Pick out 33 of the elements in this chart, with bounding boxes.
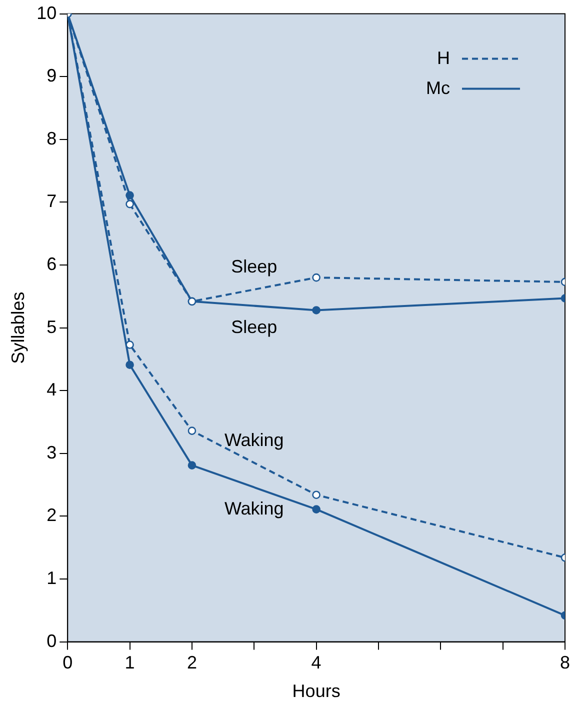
point (312, 306, 320, 314)
y-tick-label: 4 (46, 380, 57, 400)
y-tick-label: 2 (46, 505, 57, 526)
annotation: Waking (224, 498, 284, 518)
point (126, 200, 134, 208)
y-tick-label: 5 (46, 316, 57, 337)
y-tick-label: 7 (46, 191, 57, 212)
x-tick-label: 1 (124, 652, 135, 673)
annotation: Waking (224, 430, 284, 450)
point (312, 505, 320, 514)
y-tick-label: 1 (46, 568, 57, 588)
point (188, 426, 196, 435)
y-tick-label: 3 (46, 442, 57, 462)
y-tick-label: 8 (46, 128, 57, 148)
point (312, 490, 320, 499)
point (126, 360, 134, 369)
point (188, 461, 196, 470)
point (312, 273, 320, 282)
y-tick-label: 10 (36, 2, 57, 23)
x-tick-label: 8 (560, 652, 570, 673)
annotation: Sleep (231, 256, 278, 276)
x-tick-label: 2 (186, 652, 197, 673)
y-axis-title: Syllables (8, 292, 28, 364)
x-tick-label: 4 (311, 652, 322, 673)
y-tick-label: 9 (46, 66, 57, 86)
y-tick-label: 6 (46, 254, 57, 274)
legend-label: Mc (426, 78, 450, 98)
annotation: Sleep (231, 316, 278, 337)
point (126, 340, 134, 349)
y-tick-label: 0 (46, 630, 57, 651)
legend-label: H (437, 48, 450, 68)
x-axis-title: Hours (292, 681, 340, 702)
x-tick-label: 0 (62, 652, 73, 673)
